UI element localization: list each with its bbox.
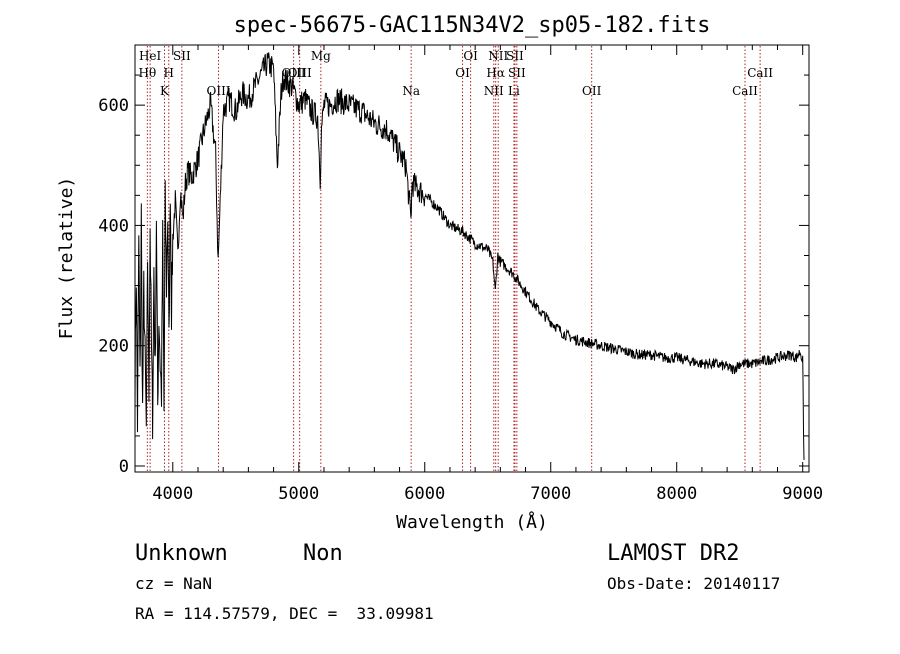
object-subclass: Non [303, 541, 343, 566]
marker-label-17: SII [508, 66, 526, 80]
marker-label-12: NII [484, 84, 504, 98]
marker-label-13: Hα [486, 66, 505, 80]
marker-label-5: OIII [206, 84, 230, 98]
x-tick-label: 5000 [278, 484, 319, 504]
x-axis-label: Wavelength (Å) [396, 511, 548, 533]
x-tick-label: 8000 [656, 484, 697, 504]
marker-label-20: CaII [747, 66, 773, 80]
x-tick-label: 7000 [530, 484, 571, 504]
marker-label-1: HeI [139, 49, 162, 63]
observation-date: Obs-Date: 20140117 [607, 574, 780, 593]
x-axis-ticks: 4000 5000 6000 7000 8000 9000 [152, 45, 823, 504]
marker-label-0: Hθ [138, 66, 156, 80]
marker-label-4: SII [173, 49, 191, 63]
x-tick-label: 6000 [404, 484, 445, 504]
survey-name: LAMOST DR2 [607, 541, 739, 566]
marker-label-19: CaII [732, 84, 758, 98]
marker-label-7: OIII [288, 66, 312, 80]
marker-label-15: Li [508, 84, 520, 98]
y-axis-label: Flux (relative) [56, 177, 77, 340]
emission-line-labels: HθHeIKHSIIOIIIOIIIOIIIMgNaOIOINIIHαNIILi… [138, 49, 773, 98]
marker-label-8: Mg [311, 49, 331, 63]
y-tick-label: 0 [119, 457, 129, 477]
y-tick-label: 400 [98, 216, 129, 236]
marker-label-16: SII [506, 49, 524, 63]
plot-frame [134, 44, 810, 473]
marker-label-18: OII [582, 84, 602, 98]
marker-label-14: NII [488, 49, 508, 63]
marker-label-9: Na [402, 84, 420, 98]
spectrum-series-line [134, 52, 805, 461]
marker-label-2: K [160, 84, 170, 98]
marker-label-11: OI [463, 49, 478, 63]
emission-line-markers [146, 46, 761, 471]
redshift-cz: cz = NaN [135, 574, 212, 593]
x-tick-label: 4000 [152, 484, 193, 504]
coordinates: RA = 114.57579, DEC = 33.09981 [135, 604, 434, 623]
y-tick-label: 600 [98, 96, 129, 116]
marker-label-10: OI [455, 66, 470, 80]
x-tick-label: 9000 [782, 484, 823, 504]
marker-label-3: H [164, 66, 174, 80]
y-axis-ticks: 0 200 400 600 [98, 44, 809, 477]
y-tick-label: 200 [98, 337, 129, 357]
object-class: Unknown [135, 541, 228, 566]
chart-title: spec-56675-GAC115N34V2_sp05-182.fits [234, 13, 711, 38]
